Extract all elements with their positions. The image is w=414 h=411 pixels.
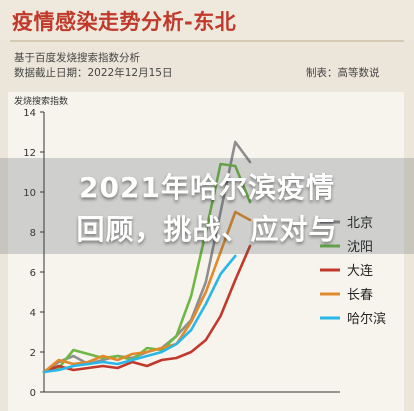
title-divider [10,40,404,42]
y-tick-label: 0 [30,388,36,399]
date-note: 数据截止日期：2022年12月15日 [14,67,173,79]
series-line-1 [42,162,252,374]
y-axis-label: 发烧搜索指数 [14,95,68,107]
legend-label: 长春 [347,288,373,303]
y-tick-label: 10 [23,188,36,199]
page-title: 疫情感染走势分析-东北 [12,10,237,34]
legend-label: 北京 [347,216,373,231]
overlay-line-1: 2021年哈尔滨疫情 [79,171,335,204]
source-note: 基于百度发烧搜索指数分析 [14,52,140,64]
y-tick-label: 2 [30,348,36,359]
chart-panel [8,92,404,411]
y-tick-label: 4 [30,308,36,319]
overlay-line-2: 回顾，挑战、应对与 [76,213,338,246]
series-line-3 [42,210,252,374]
y-tick-label: 6 [30,268,36,279]
legend-label: 沈阳 [347,240,373,255]
legend-label: 哈尔滨 [347,311,386,327]
maker-note: 制表：高等数说 [306,67,380,79]
overlay-band [0,158,414,254]
title-bar: 疫情感染走势分析-东北 [0,0,414,40]
series-line-4 [42,254,237,374]
series-line-2 [42,244,252,374]
y-tick-label: 8 [30,228,36,239]
y-tick-label: 14 [23,108,36,119]
legend-label: 大连 [347,263,373,279]
y-tick-label: 12 [23,148,36,159]
